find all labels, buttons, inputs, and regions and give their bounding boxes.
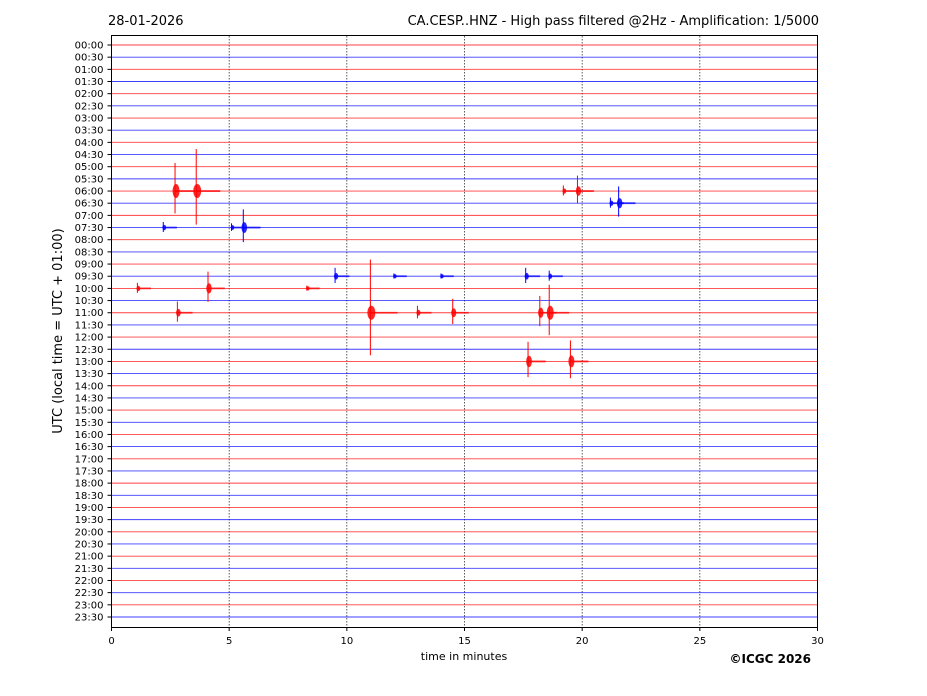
- y-tick-label: 06:00: [75, 187, 104, 198]
- seismic-event: [241, 209, 261, 243]
- y-tick-label: 14:30: [75, 393, 104, 404]
- y-tick-label: 23:30: [75, 612, 104, 623]
- y-tick-label: 20:30: [75, 539, 104, 550]
- seismic-event: [306, 285, 320, 291]
- y-tick-label: 02:00: [75, 89, 104, 100]
- y-tick-label: 12:30: [75, 345, 104, 356]
- y-tick-label: 17:30: [75, 466, 104, 477]
- x-tick-label: 30: [811, 636, 824, 647]
- y-tick-label: 05:30: [75, 174, 104, 185]
- y-tick-label: 02:30: [75, 101, 104, 112]
- seismic-event: [333, 267, 350, 283]
- y-tick-label: 18:30: [75, 491, 104, 502]
- seismic-event: [162, 221, 177, 233]
- seismic-event: [451, 298, 469, 324]
- y-tick-label: 06:30: [75, 199, 104, 210]
- seismic-event: [193, 149, 221, 225]
- y-tick-label: 01:00: [75, 65, 104, 76]
- y-tick-label: 09:30: [75, 272, 104, 283]
- y-tick-label: 16:00: [75, 430, 104, 441]
- y-tick-label: 18:00: [75, 479, 104, 490]
- y-tick-label: 03:30: [75, 126, 104, 137]
- x-tick-label: 10: [340, 636, 353, 647]
- y-tick-label: 11:00: [75, 308, 104, 319]
- y-tick-label: 16:30: [75, 442, 104, 453]
- y-tick-label: 09:00: [75, 260, 104, 271]
- seismic-event: [568, 340, 589, 379]
- y-tick-label: 15:00: [75, 406, 104, 417]
- y-tick-label: 22:30: [75, 588, 104, 599]
- y-tick-label: 19:00: [75, 503, 104, 514]
- y-tick-label: 22:00: [75, 576, 104, 587]
- plot-frame: [111, 35, 818, 628]
- seismic-event: [416, 305, 432, 319]
- y-tick-label: 10:30: [75, 296, 104, 307]
- y-tick-label: 10:00: [75, 284, 104, 295]
- seismic-event: [393, 273, 407, 279]
- y-tick-label: 01:30: [75, 77, 104, 88]
- x-tick-label: 0: [108, 636, 114, 647]
- x-tick-label: 15: [458, 636, 471, 647]
- copyright: ©ICGC 2026: [729, 652, 811, 666]
- y-tick-label: 14:00: [75, 381, 104, 392]
- seismic-event: [176, 301, 193, 322]
- y-tick-label: 08:00: [75, 235, 104, 246]
- y-tick-label: 04:00: [75, 138, 104, 149]
- x-tick-label: 20: [576, 636, 589, 647]
- seismic-event: [524, 267, 541, 283]
- y-tick-label: 13:30: [75, 369, 104, 380]
- y-tick-label: 05:00: [75, 162, 104, 173]
- chart-title: CA.CESP..HNZ - High pass filtered @2Hz -…: [408, 14, 819, 29]
- seismic-event: [548, 270, 563, 281]
- y-tick-label: 04:30: [75, 150, 104, 161]
- y-tick-label: 15:30: [75, 418, 104, 429]
- y-tick-label: 13:00: [75, 357, 104, 368]
- y-tick-label: 07:00: [75, 211, 104, 222]
- x-tick-label: 25: [693, 636, 706, 647]
- seismic-event: [172, 163, 196, 214]
- y-tick-label: 00:00: [75, 41, 104, 52]
- y-tick-label: 07:30: [75, 223, 104, 234]
- seismic-event: [206, 271, 225, 302]
- x-tick-label: 5: [226, 636, 232, 647]
- seismic-event: [616, 186, 636, 217]
- x-axis-label: time in minutes: [421, 650, 508, 663]
- y-tick-label: 00:30: [75, 53, 104, 64]
- seismic-event: [367, 259, 398, 356]
- y-tick-label: 23:00: [75, 600, 104, 611]
- seismic-event: [526, 341, 546, 378]
- date-label: 28-01-2026: [108, 14, 184, 29]
- seismic-event: [440, 273, 454, 279]
- seismic-event: [546, 284, 570, 336]
- seismic-event: [136, 282, 151, 293]
- y-tick-label: 03:00: [75, 114, 104, 125]
- y-tick-label: 21:00: [75, 552, 104, 563]
- y-axis-label: UTC (local time = UTC + 01:00): [51, 228, 66, 433]
- y-tick-label: 17:00: [75, 454, 104, 465]
- y-tick-label: 21:30: [75, 564, 104, 575]
- y-tick-label: 20:00: [75, 527, 104, 538]
- y-tick-label: 12:00: [75, 333, 104, 344]
- y-tick-label: 08:30: [75, 247, 104, 258]
- seismic-event: [562, 185, 577, 196]
- seismic-event: [575, 175, 594, 204]
- y-tick-label: 11:30: [75, 320, 104, 331]
- y-tick-label: 19:30: [75, 515, 104, 526]
